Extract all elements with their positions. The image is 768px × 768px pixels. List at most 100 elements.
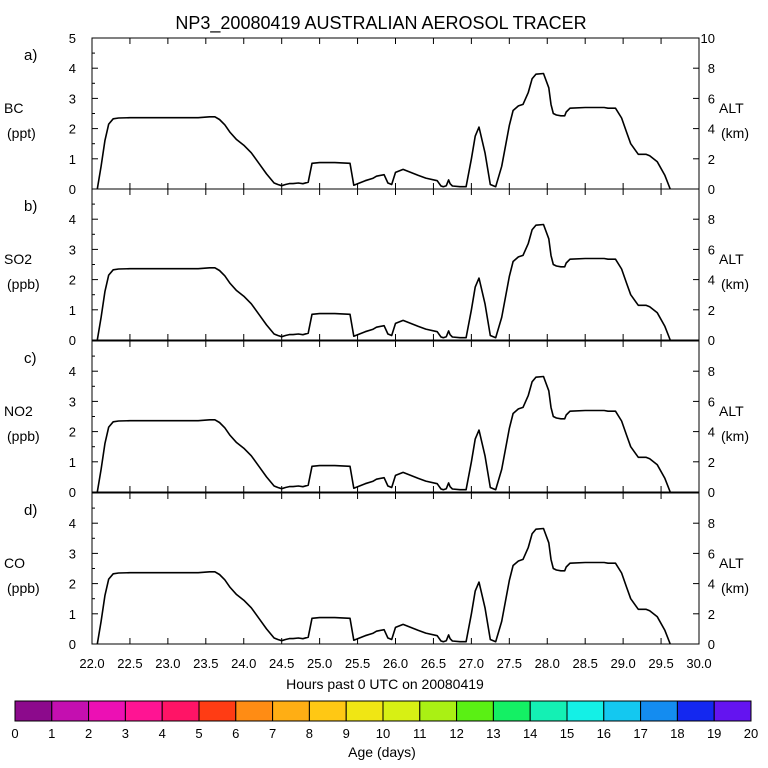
colorbar-tick-label: 18 xyxy=(670,726,684,741)
right-tick-label: 2 xyxy=(708,303,715,318)
colorbar-tick-label: 11 xyxy=(413,726,427,741)
colorbar-tick-label: 12 xyxy=(449,726,463,741)
left-tick-label: 0 xyxy=(69,182,76,197)
colorbar-tick-label: 2 xyxy=(85,726,92,741)
colorbar-cell xyxy=(640,700,678,722)
left-tick-label: 3 xyxy=(69,91,76,106)
colorbar-cell xyxy=(14,700,53,722)
altitude-line xyxy=(96,72,671,190)
colorbar-cell xyxy=(713,700,752,722)
left-tick-label: 0 xyxy=(69,485,76,500)
right-tick-label: 4 xyxy=(708,273,715,288)
x-tick-label: 28.5 xyxy=(573,656,598,671)
colorbar-cell xyxy=(676,700,715,722)
right-axis-label: ALT xyxy=(719,403,744,419)
colorbar-tick-label: 20 xyxy=(744,726,758,741)
colorbar-label: Age (days) xyxy=(348,744,416,760)
x-tick-label: 25.0 xyxy=(307,656,332,671)
colorbar-cell xyxy=(308,700,347,722)
x-tick-label: 22.5 xyxy=(117,656,142,671)
colorbar-tick-label: 3 xyxy=(122,726,129,741)
colorbar-tick-label: 8 xyxy=(306,726,313,741)
panel-letter: a) xyxy=(24,47,37,64)
unit-label: (ppb) xyxy=(7,428,40,444)
plot-frame xyxy=(91,188,700,341)
plot-frame xyxy=(91,492,700,645)
panel-letter: d) xyxy=(24,502,37,519)
colorbar-cell xyxy=(492,700,531,722)
x-tick-label: 26.5 xyxy=(421,656,446,671)
left-tick-label: 2 xyxy=(69,273,76,288)
species-label: SO2 xyxy=(4,251,32,267)
colorbar-cell xyxy=(272,700,310,722)
unit-label: (ppb) xyxy=(7,276,40,292)
colorbar-cell xyxy=(529,700,568,722)
right-tick-label: 8 xyxy=(708,212,715,227)
right-tick-label: 8 xyxy=(708,516,715,531)
altitude-line xyxy=(96,375,671,493)
left-tick-label: 3 xyxy=(69,546,76,561)
age-colorbar: 0 1 2 3 4 5 6 7 8 9 10 11 12 13 14 15 16 17 18 19 20 xyxy=(11,700,758,741)
unit-label: (ppb) xyxy=(7,580,40,596)
species-label: BC xyxy=(4,100,23,116)
unit-label: (ppt) xyxy=(7,125,36,141)
x-axis-label: Hours past 0 UTC on 20080419 xyxy=(286,676,484,692)
right-tick-label: 2 xyxy=(708,152,715,167)
colorbar-tick-label: 0 xyxy=(11,726,18,741)
left-tick-label: 5 xyxy=(69,31,76,46)
colorbar-tick-label: 6 xyxy=(232,726,239,741)
right-tick-label: 2 xyxy=(708,607,715,622)
right-tick-label: 2 xyxy=(708,455,715,470)
colorbar-tick-label: 16 xyxy=(597,726,611,741)
colorbar-tick-label: 5 xyxy=(195,726,202,741)
right-axis-label: ALT xyxy=(719,555,744,571)
x-tick-label: 27.5 xyxy=(497,656,522,671)
right-tick-label: 4 xyxy=(708,577,715,592)
left-tick-label: 4 xyxy=(69,364,76,379)
left-tick-label: 4 xyxy=(69,516,76,531)
altitude-line xyxy=(96,223,671,341)
x-tick-label: 26.0 xyxy=(383,656,408,671)
x-tick-label: 23.5 xyxy=(193,656,218,671)
right-axis-label: ALT xyxy=(719,251,744,267)
left-tick-label: 3 xyxy=(69,394,76,409)
x-tick-label: 29.5 xyxy=(648,656,673,671)
right-tick-label: 0 xyxy=(708,637,715,652)
panel-bc: 0 1 2 3 4 5 0 2 4 6 8 10 a) BC (ppt) ALT (km) xyxy=(4,31,749,197)
right-axis-unit: (km) xyxy=(721,276,749,292)
colorbar-cell xyxy=(603,700,642,722)
altitude-line xyxy=(96,527,671,645)
colorbar-cell xyxy=(456,700,494,722)
right-tick-label: 6 xyxy=(708,91,715,106)
x-tick-label: 25.5 xyxy=(345,656,370,671)
right-tick-label: 6 xyxy=(708,242,715,257)
right-tick-label: 4 xyxy=(708,122,715,137)
chart-title: NP3_20080419 AUSTRALIAN AEROSOL TRACER xyxy=(175,13,586,34)
right-tick-label: 6 xyxy=(708,394,715,409)
right-tick-label: 0 xyxy=(708,333,715,348)
colorbar-tick-label: 15 xyxy=(560,726,574,741)
colorbar-tick-label: 9 xyxy=(343,726,350,741)
colorbar-cell xyxy=(345,700,384,722)
x-tick-label: 23.0 xyxy=(155,656,180,671)
colorbar-cell xyxy=(51,700,90,722)
x-tick-label: 29.0 xyxy=(610,656,635,671)
panels: 0123450246810a)BC(ppt)ALT(km)0123402468b… xyxy=(4,31,749,652)
species-label: NO2 xyxy=(4,403,33,419)
panel-letter: b) xyxy=(24,198,37,215)
right-tick-label: 0 xyxy=(708,485,715,500)
colorbar-cell xyxy=(124,700,163,722)
colorbar-tick-label: 1 xyxy=(48,726,55,741)
right-tick-label: 8 xyxy=(708,364,715,379)
x-tick-label: 24.0 xyxy=(231,656,256,671)
right-tick-label: 8 xyxy=(708,61,715,76)
right-axis-unit: (km) xyxy=(721,125,749,141)
left-tick-label: 1 xyxy=(69,607,76,622)
right-tick-label: 6 xyxy=(708,546,715,561)
colorbar-tick-label: 19 xyxy=(707,726,721,741)
species-label: CO xyxy=(4,555,25,571)
panel-co: 0 1 2 3 4 0 2 4 6 8 d) CO (ppb) ALT (km) xyxy=(4,492,749,652)
panel-letter: c) xyxy=(24,350,37,367)
panel-no2: 0 1 2 3 4 0 2 4 6 8 c) NO2 (ppb) ALT (km) xyxy=(4,340,749,500)
